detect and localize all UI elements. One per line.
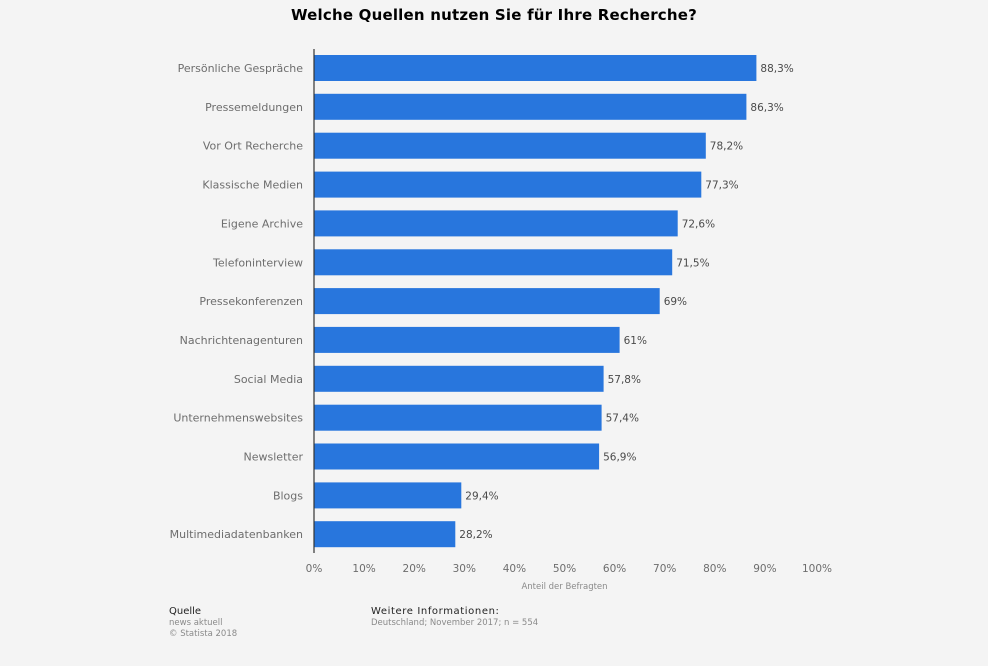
- category-label: Newsletter: [244, 451, 304, 464]
- bar: [314, 521, 456, 548]
- x-tick-label: 40%: [503, 563, 526, 575]
- x-tick-label: 80%: [703, 563, 726, 575]
- bar: [314, 482, 462, 509]
- bar: [314, 55, 757, 81]
- bar: [314, 443, 600, 470]
- value-label: 69%: [664, 296, 687, 308]
- x-tick-label: 90%: [753, 563, 776, 575]
- value-label: 86,3%: [750, 102, 783, 114]
- bar: [314, 171, 702, 198]
- category-label: Unternehmenswebsites: [173, 412, 303, 425]
- x-axis-title: Anteil der Befragten: [521, 582, 607, 592]
- category-label: Telefoninterview: [212, 256, 303, 269]
- chart-title: Welche Quellen nutzen Sie für Ihre Reche…: [290, 6, 698, 24]
- category-label: Eigene Archive: [221, 217, 303, 230]
- category-label: Social Media: [234, 373, 303, 386]
- category-label: Persönliche Gespräche: [178, 62, 304, 75]
- x-tick-label: 0%: [306, 563, 323, 575]
- copyright-line: © Statista 2018: [169, 629, 238, 639]
- category-label: Pressemeldungen: [205, 101, 303, 114]
- value-label: 28,2%: [459, 529, 492, 541]
- value-label: 77,3%: [705, 180, 738, 192]
- category-label: Pressekonferenzen: [199, 295, 303, 308]
- value-label: 71,5%: [676, 257, 709, 269]
- bar: [314, 249, 673, 276]
- value-label: 88,3%: [760, 63, 793, 75]
- x-tick-label: 20%: [403, 563, 426, 575]
- info-heading: Weitere Informationen:: [371, 606, 500, 617]
- bar: [314, 210, 678, 237]
- value-label: 29,4%: [465, 490, 498, 502]
- bar: [314, 404, 602, 431]
- category-label: Blogs: [273, 489, 303, 502]
- x-tick-label: 10%: [352, 563, 375, 575]
- category-label: Multimediadatenbanken: [170, 528, 303, 541]
- value-label: 57,8%: [608, 374, 641, 386]
- info-line: Deutschland; November 2017; n = 554: [371, 618, 539, 628]
- x-tick-label: 30%: [453, 563, 476, 575]
- value-label: 57,4%: [606, 413, 639, 425]
- source-heading: Quelle: [169, 606, 202, 617]
- value-label: 78,2%: [710, 141, 743, 153]
- category-label: Nachrichtenagenturen: [180, 334, 303, 347]
- source-block: Quelle news aktuell © Statista 2018: [169, 606, 237, 640]
- category-label: Klassische Medien: [202, 179, 303, 192]
- x-tick-label: 100%: [802, 563, 832, 575]
- x-tick-label: 70%: [653, 563, 676, 575]
- bar: [314, 288, 660, 315]
- value-label: 72,6%: [682, 218, 715, 230]
- bar: [314, 326, 620, 353]
- bar-chart: Persönliche Gespräche 88,3% Pressemeldunge…: [170, 49, 832, 592]
- bar: [314, 132, 706, 159]
- category-label: Vor Ort Recherche: [203, 140, 303, 153]
- value-label: 56,9%: [603, 452, 636, 464]
- value-label: 61%: [624, 335, 647, 347]
- bar: [314, 93, 747, 120]
- x-tick-label: 60%: [603, 563, 626, 575]
- info-block: Weitere Informationen: Deutschland; Nove…: [371, 606, 538, 629]
- source-line: news aktuell: [169, 618, 223, 628]
- x-tick-label: 50%: [553, 563, 576, 575]
- bar: [314, 365, 604, 392]
